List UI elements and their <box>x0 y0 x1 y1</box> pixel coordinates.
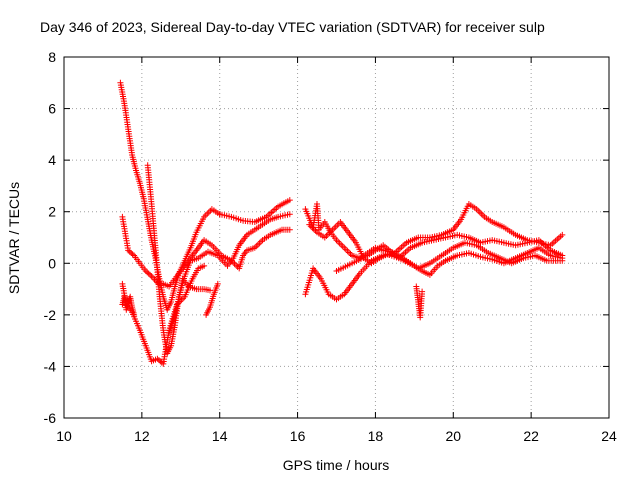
data-point-markers <box>413 283 426 321</box>
series-s3 <box>144 162 293 357</box>
y-tick-label: 4 <box>48 152 56 168</box>
data-point-markers <box>119 213 293 290</box>
data-point-markers <box>333 242 566 278</box>
data-point-markers <box>302 201 566 262</box>
data-point-markers <box>119 293 138 318</box>
data-point-markers <box>166 275 213 336</box>
series-s12 <box>413 283 426 321</box>
x-tick-label: 10 <box>56 428 72 444</box>
x-axis-label: GPS time / hours <box>283 457 390 473</box>
y-tick-label: -6 <box>44 410 57 426</box>
y-tick-label: 2 <box>48 204 56 220</box>
data-series <box>117 79 566 367</box>
y-tick-label: 8 <box>48 49 56 65</box>
y-tick-label: -2 <box>44 307 57 323</box>
series-s11 <box>333 242 566 278</box>
series-s6b <box>119 293 138 318</box>
x-tick-label: 16 <box>290 428 306 444</box>
x-tick-label: 18 <box>368 428 384 444</box>
series-s4 <box>119 213 293 290</box>
y-tick-label: -4 <box>44 358 57 374</box>
x-tick-label: 14 <box>212 428 228 444</box>
data-point-markers <box>216 197 293 225</box>
data-point-markers <box>203 280 221 318</box>
grid <box>64 57 609 418</box>
x-tick-label: 24 <box>601 428 617 444</box>
x-tick-label: 12 <box>134 428 150 444</box>
y-tick-label: 6 <box>48 101 56 117</box>
y-tick-label: 0 <box>48 255 56 271</box>
data-point-markers <box>117 79 223 313</box>
x-tick-label: 22 <box>523 428 539 444</box>
series-s6 <box>166 275 213 336</box>
series-s2 <box>216 197 293 225</box>
x-tick-label: 20 <box>445 428 461 444</box>
series-s1 <box>117 79 223 313</box>
series-s8 <box>302 201 566 262</box>
chart-title: Day 346 of 2023, Sidereal Day-to-day VTE… <box>40 19 545 35</box>
series-s7 <box>203 280 221 318</box>
y-axis-label: SDTVAR / TECUs <box>6 182 22 294</box>
data-point-markers <box>144 162 293 357</box>
plot-frame <box>63 56 610 419</box>
